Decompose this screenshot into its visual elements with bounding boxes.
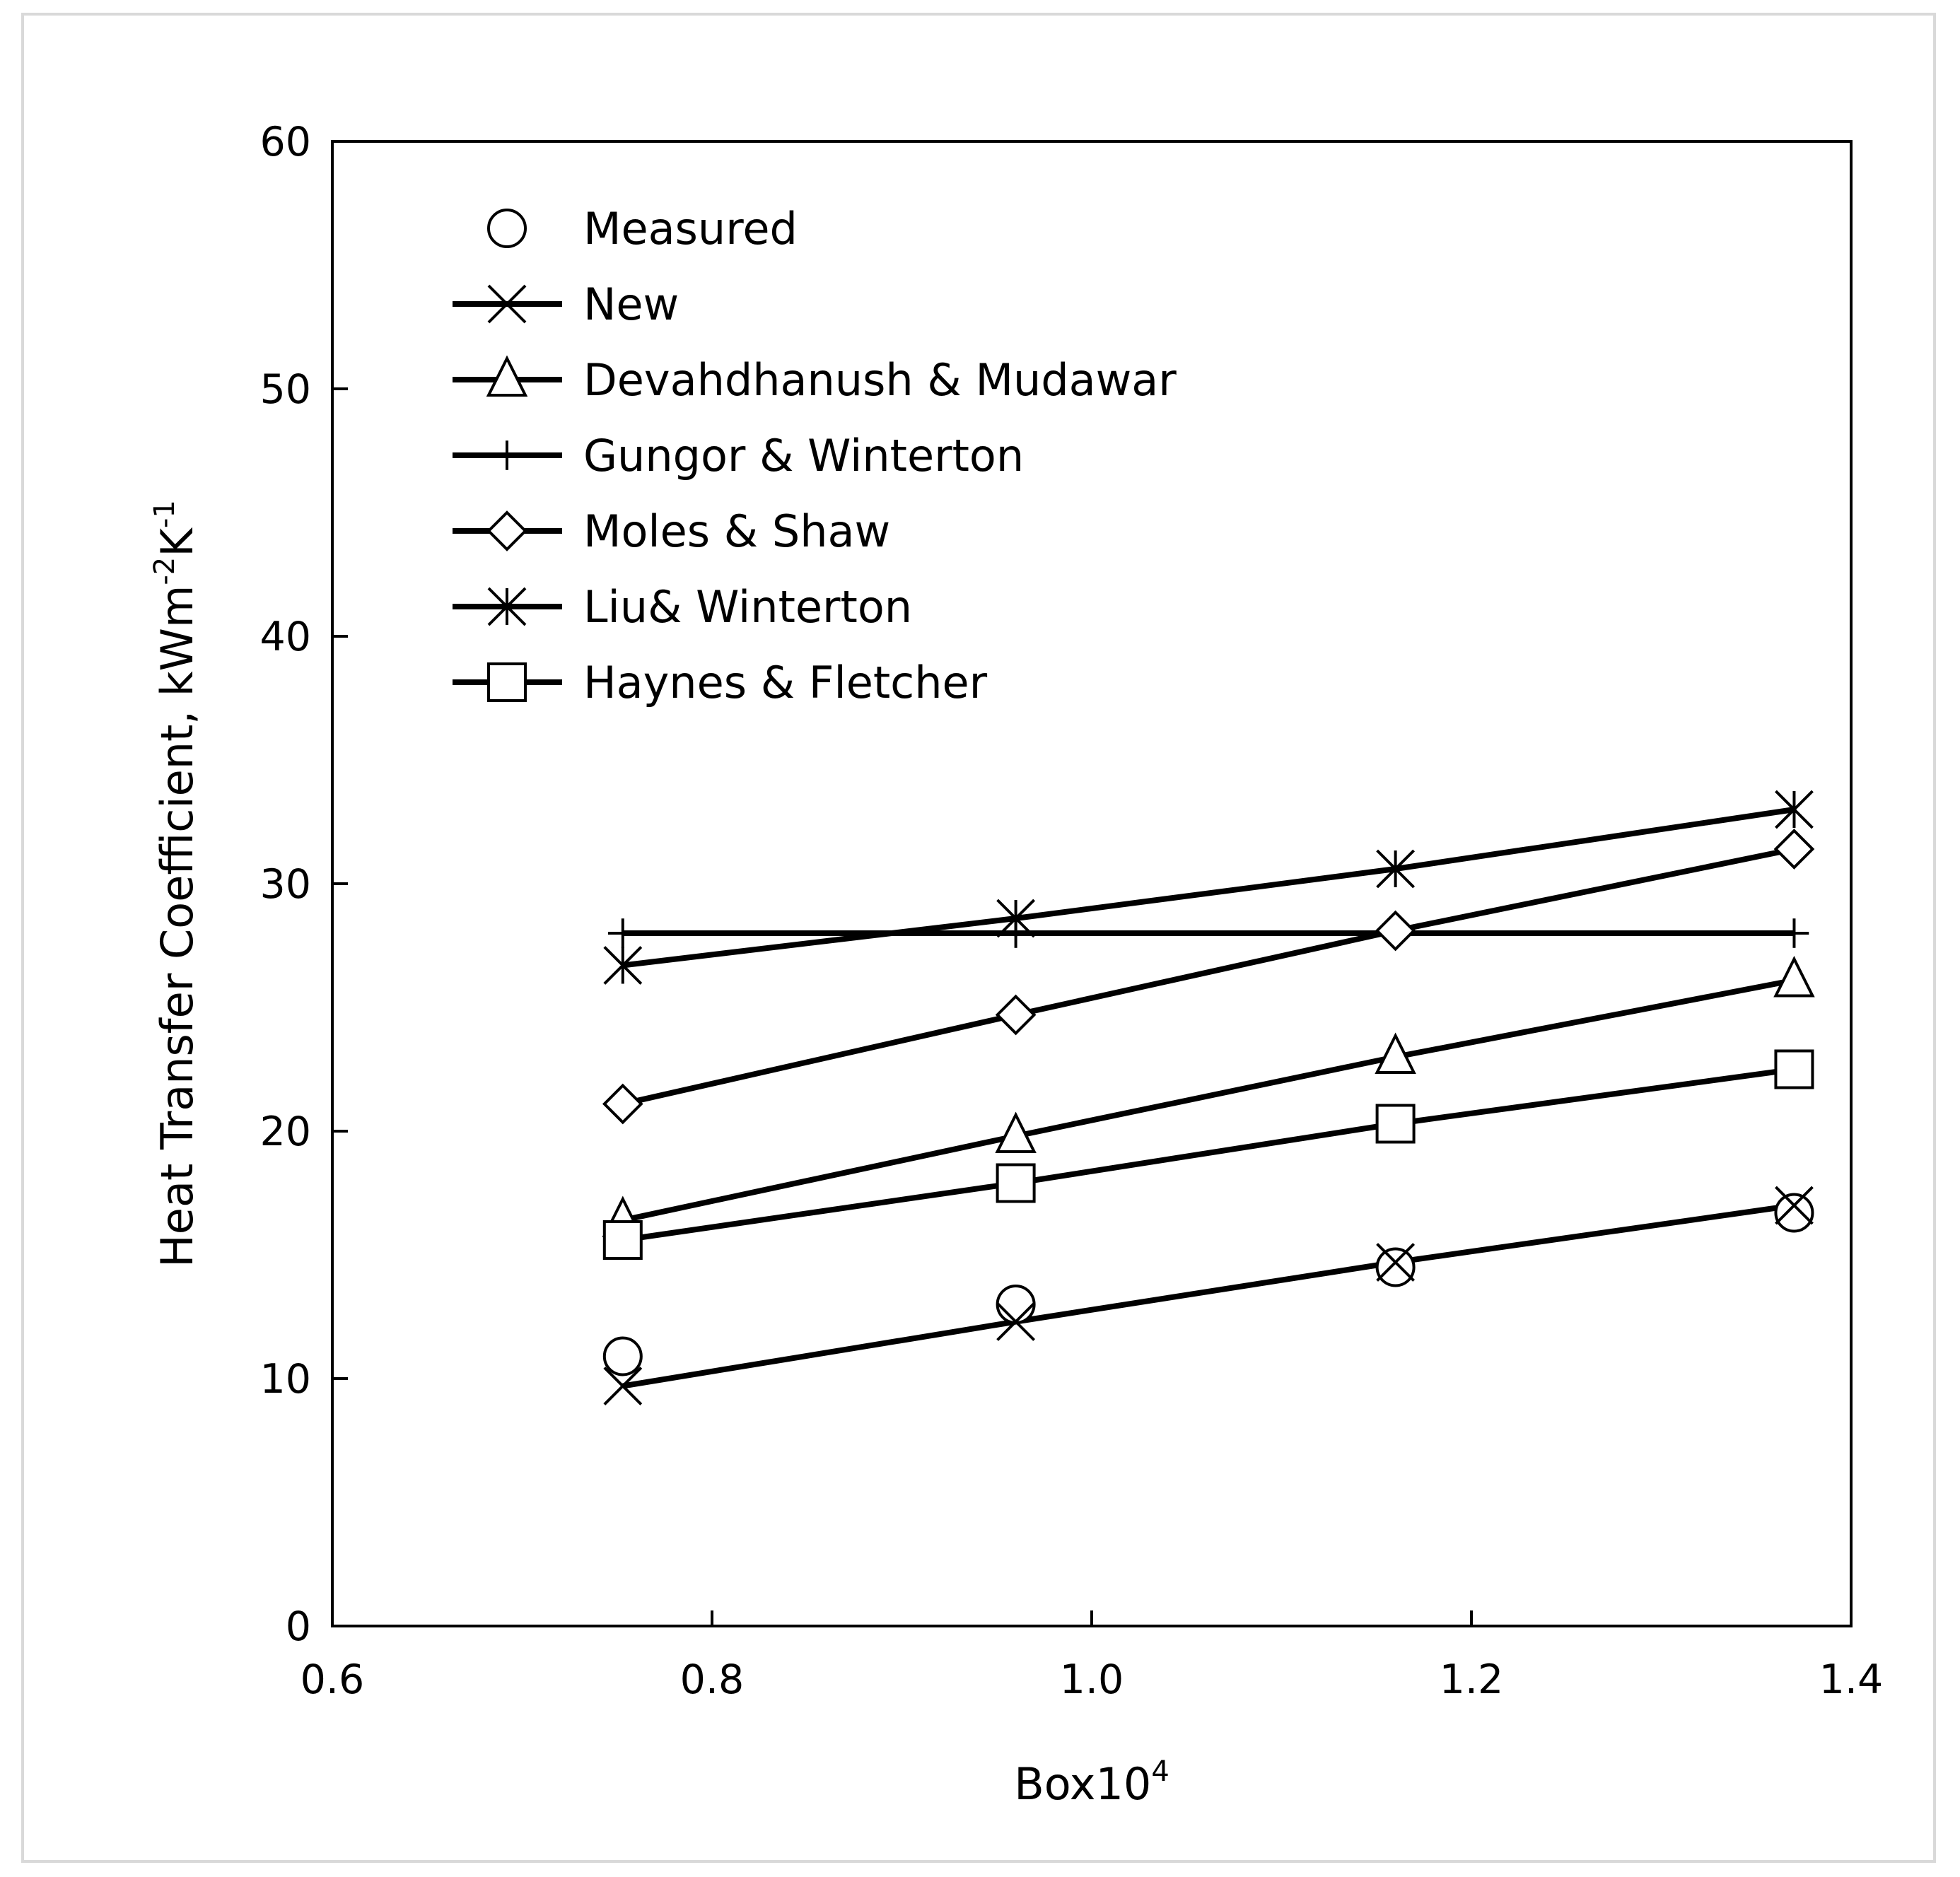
x-tick-label: 0.8 — [680, 1656, 745, 1703]
y-axis-ticks: 0 10 20 30 40 50 60 — [259, 119, 348, 1650]
data-point-haynes-fletcher — [602, 1220, 643, 1260]
y-tick-label: 10 — [259, 1356, 311, 1403]
x-tick-label: 0.6 — [301, 1656, 365, 1703]
x-tick-label: 1.0 — [1060, 1656, 1124, 1703]
data-point-measured — [1375, 1247, 1416, 1287]
data-point-liu-winterton — [1775, 790, 1814, 829]
series-line-devahdhanush-mudawar — [622, 977, 1795, 1223]
legend-label: Measured — [583, 203, 798, 255]
legend-label: Moles & Shaw — [583, 505, 890, 557]
figure-border — [21, 13, 1936, 1863]
legend-marker-new — [487, 284, 527, 324]
data-point-gungor-winterton — [1779, 918, 1809, 948]
data-point-measured — [1774, 1193, 1814, 1233]
series-markers — [602, 790, 1815, 1405]
legend-entry-measured: Measured — [487, 203, 798, 255]
data-point-haynes-fletcher — [1774, 1049, 1814, 1089]
data-point-devahdhanush-mudawar — [995, 1111, 1037, 1153]
x-axis-label: Box104 — [1014, 1755, 1169, 1810]
y-axis-label: Heat Transfer Coefficient, kWm-2K-1 — [148, 500, 203, 1268]
legend-label: New — [583, 279, 679, 330]
y-tick-label: 50 — [259, 366, 311, 413]
legend-label: Haynes & Fletcher — [583, 657, 988, 708]
x-axis-ticks: 0.6 0.8 1.0 1.2 1.4 — [301, 1610, 1884, 1703]
legend: Measured New Devahdhanush & Mudawar Gungor … — [453, 203, 1177, 708]
legend-entry-new: New — [453, 279, 679, 330]
y-tick-label: 40 — [259, 614, 311, 660]
legend-entry-haynes-fletcher: Haynes & Fletcher — [453, 657, 988, 708]
legend-marker-liu-winterton — [487, 587, 527, 626]
data-point-measured — [602, 1336, 643, 1376]
data-point-new — [1775, 1186, 1814, 1225]
legend-marker-gungor-winterton — [492, 440, 522, 470]
legend-marker-moles-shaw — [486, 510, 527, 551]
data-point-haynes-fletcher — [1375, 1104, 1416, 1144]
legend-label: Gungor & Winterton — [583, 430, 1024, 481]
data-point-devahdhanush-mudawar — [1773, 956, 1815, 998]
data-point-liu-winterton — [603, 946, 643, 985]
data-point-measured — [996, 1285, 1036, 1324]
series-line-new — [622, 1203, 1795, 1389]
legend-label: Devahdhanush & Mudawar — [583, 354, 1177, 406]
series-lines — [622, 807, 1795, 1389]
x-tick-label: 1.2 — [1440, 1656, 1504, 1703]
data-point-haynes-fletcher — [996, 1163, 1036, 1203]
y-tick-label: 60 — [259, 119, 311, 165]
y-tick-label: 20 — [259, 1109, 311, 1155]
legend-marker-devahdhanush-mudawar — [486, 355, 528, 397]
data-point-new — [1376, 1243, 1416, 1282]
legend-entry-liu-winterton: Liu& Winterton — [453, 581, 912, 633]
x-tick-label: 1.4 — [1819, 1656, 1884, 1703]
series-line-haynes-fletcher — [622, 1066, 1795, 1243]
legend-marker-haynes-fletcher — [487, 662, 527, 702]
legend-entry-gungor-winterton: Gungor & Winterton — [453, 430, 1024, 481]
data-point-liu-winterton — [996, 899, 1036, 938]
data-point-gungor-winterton — [608, 918, 638, 948]
series-line-liu-winterton — [622, 807, 1795, 969]
data-point-new — [603, 1367, 643, 1405]
legend-label: Liu& Winterton — [583, 581, 912, 633]
data-point-moles-shaw — [1375, 910, 1416, 952]
data-point-moles-shaw — [995, 994, 1037, 1036]
data-point-devahdhanush-mudawar — [1375, 1032, 1416, 1074]
data-point-moles-shaw — [602, 1083, 643, 1125]
y-tick-label: 0 — [286, 1603, 311, 1650]
data-point-liu-winterton — [1376, 849, 1416, 889]
legend-marker-measured — [487, 209, 527, 248]
series-line-moles-shaw — [622, 846, 1795, 1107]
data-point-moles-shaw — [1773, 829, 1815, 870]
legend-entry-moles-shaw: Moles & Shaw — [453, 505, 890, 557]
legend-entry-devahdhanush-mudawar: Devahdhanush & Mudawar — [453, 354, 1177, 406]
y-tick-label: 30 — [259, 861, 311, 908]
data-point-new — [996, 1302, 1036, 1341]
